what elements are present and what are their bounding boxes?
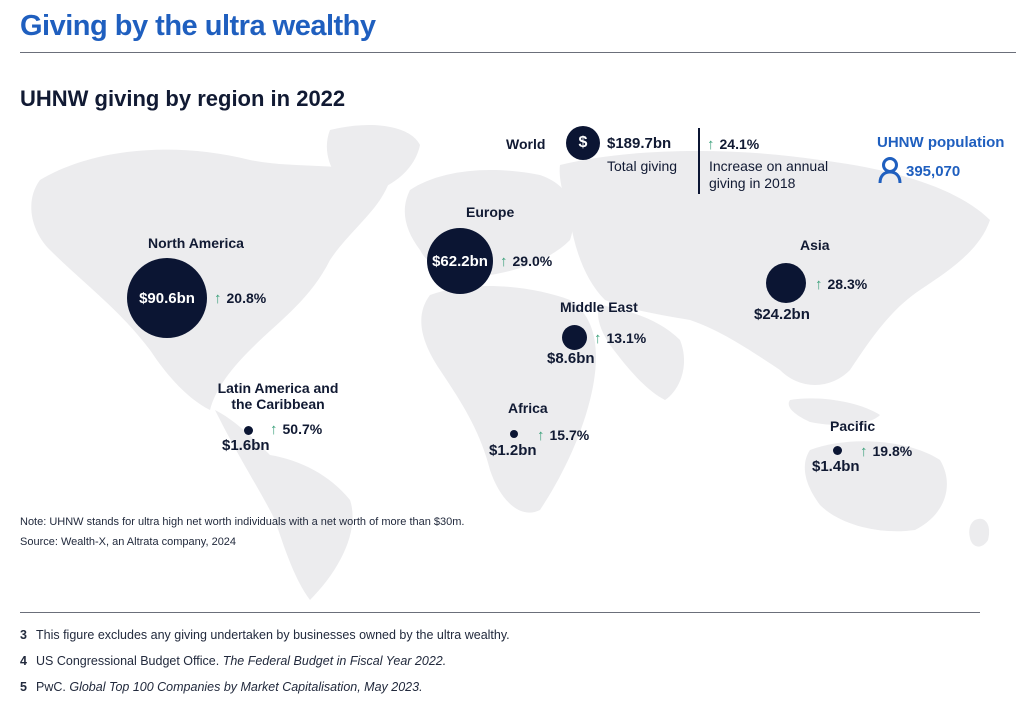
bubble-pacific — [833, 446, 842, 455]
growth-pacific: ↑ 19.8% — [860, 443, 912, 460]
page-title: Giving by the ultra wealthy — [20, 10, 376, 42]
value-middle-east: $8.6bn — [547, 350, 595, 367]
up-arrow-icon: ↑ — [815, 276, 823, 293]
bubble-europe: $62.2bn — [427, 228, 493, 294]
dollar-icon: $ — [566, 126, 600, 160]
bubble-africa — [510, 430, 518, 438]
uhnw-population-value: 395,070 — [906, 163, 961, 180]
footnote-text: PwC. — [36, 680, 70, 694]
growth-middle-east: ↑ 13.1% — [594, 330, 646, 347]
value-pacific: $1.4bn — [812, 458, 860, 475]
growth-value-north-america: 20.8% — [226, 290, 267, 306]
world-map-background — [31, 125, 990, 600]
value-north-america: $90.6bn — [139, 289, 195, 307]
person-icon — [878, 157, 902, 184]
chart-subtitle: UHNW giving by region in 2022 — [20, 86, 346, 111]
world-growth: ↑ 24.1% — [707, 136, 759, 153]
growth-value-pacific: 19.8% — [872, 443, 913, 459]
title-divider — [20, 52, 1016, 53]
footnote-4: 4 US Congressional Budget Office. The Fed… — [20, 654, 446, 668]
bubble-asia — [766, 263, 806, 303]
up-arrow-icon: ↑ — [214, 290, 222, 307]
value-europe: $62.2bn — [432, 252, 488, 270]
footnote-text: US Congressional Budget Office. — [36, 654, 223, 668]
bubble-middle-east — [562, 325, 587, 350]
region-label-pacific: Pacific — [830, 418, 876, 434]
up-arrow-icon: ↑ — [500, 253, 508, 270]
value-asia: $24.2bn — [754, 306, 810, 323]
region-label-latin-america-line-2: the Caribbean — [231, 396, 325, 412]
growth-asia: ↑ 28.3% — [815, 276, 867, 293]
growth-africa: ↑ 15.7% — [537, 427, 589, 444]
note-text: Note: UHNW stands for ultra high net wor… — [20, 516, 465, 528]
footnote-3: 3 This figure excludes any giving underta… — [20, 628, 510, 642]
world-growth-value: 24.1% — [719, 136, 760, 152]
value-latin-america: $1.6bn — [222, 437, 270, 454]
footnote-number: 5 — [20, 680, 27, 694]
world-divider — [698, 128, 700, 194]
region-label-middle-east: Middle East — [560, 299, 638, 315]
growth-value-asia: 28.3% — [827, 276, 868, 292]
footnote-5: 5 PwC. Global Top 100 Companies by Market… — [20, 680, 423, 694]
dollar-symbol: $ — [578, 134, 588, 151]
region-label-asia: Asia — [800, 237, 830, 253]
footnote-divider — [20, 612, 980, 613]
region-label-north-america: North America — [148, 235, 244, 251]
source-text: Source: Wealth-X, an Altrata company, 20… — [20, 536, 237, 548]
growth-north-america: ↑ 20.8% — [214, 290, 266, 307]
up-arrow-icon: ↑ — [594, 330, 602, 347]
world-label: World — [506, 136, 546, 152]
growth-europe: ↑ 29.0% — [500, 253, 552, 270]
region-label-africa: Africa — [508, 400, 548, 416]
world-total-value: $189.7bn — [607, 135, 672, 152]
growth-value-middle-east: 13.1% — [606, 330, 647, 346]
footnote-italic: Global Top 100 Companies by Market Capit… — [69, 680, 423, 694]
growth-latin-america: ↑ 50.7% — [270, 421, 322, 438]
growth-value-africa: 15.7% — [549, 427, 590, 443]
bubble-north-america: $90.6bn — [127, 258, 207, 338]
world-growth-label-1: Increase on annual — [709, 158, 829, 174]
footnote-number: 3 — [20, 628, 27, 642]
footnote-text: This figure excludes any giving undertak… — [36, 628, 510, 642]
up-arrow-icon: ↑ — [270, 421, 278, 438]
growth-value-latin-america: 50.7% — [282, 421, 323, 437]
uhnw-population-label: UHNW population — [877, 134, 1005, 151]
up-arrow-icon: ↑ — [537, 427, 545, 444]
growth-value-europe: 29.0% — [512, 253, 553, 269]
region-label-latin-america: Latin America and the Caribbean — [210, 380, 346, 412]
region-label-europe: Europe — [466, 204, 515, 220]
world-total-label: Total giving — [607, 158, 678, 174]
up-arrow-icon: ↑ — [860, 443, 868, 460]
world-growth-label-2: giving in 2018 — [709, 175, 796, 191]
up-arrow-icon: ↑ — [707, 136, 715, 153]
footnote-number: 4 — [20, 654, 27, 668]
region-label-latin-america-line-1: Latin America and — [217, 380, 339, 396]
footnote-italic: The Federal Budget in Fiscal Year 2022. — [222, 654, 447, 668]
value-africa: $1.2bn — [489, 442, 537, 459]
bubble-latin-america — [244, 426, 253, 435]
